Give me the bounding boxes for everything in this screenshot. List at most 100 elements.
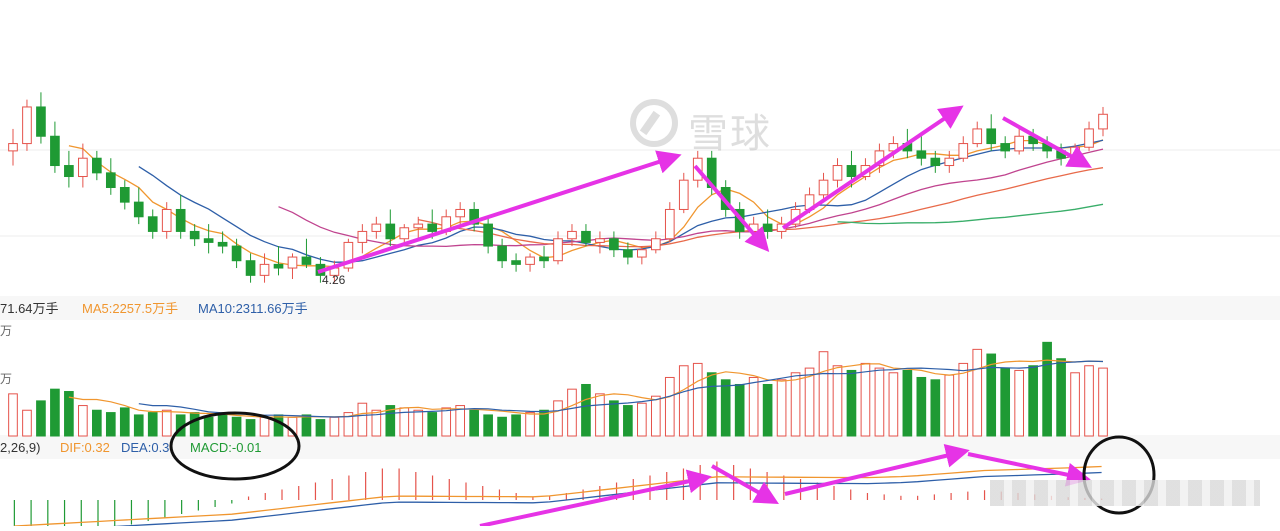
volume-bar <box>511 414 521 437</box>
volume-bar <box>203 416 214 437</box>
candle-body <box>343 241 354 269</box>
volume-bar <box>64 391 74 437</box>
trend-arrow <box>784 444 970 496</box>
volume-bar <box>972 348 983 437</box>
volume-bar <box>119 407 130 437</box>
xueqiu-watermark: 雪球 <box>626 95 796 157</box>
candle-body <box>64 165 74 178</box>
volume-bar <box>748 376 759 437</box>
highlight-circles <box>169 411 1156 515</box>
candlesticks <box>8 92 1108 283</box>
candle-body <box>175 208 186 232</box>
volume-bar <box>441 407 452 437</box>
trend-arrow <box>479 469 712 528</box>
candle-body <box>609 238 619 251</box>
trend-arrow <box>967 452 1091 487</box>
candle-body <box>8 143 18 152</box>
candle-body <box>1000 143 1011 152</box>
volume-bars <box>8 341 1108 437</box>
candle-body <box>427 223 438 232</box>
candle-body <box>958 143 969 159</box>
volume-bar <box>1028 365 1038 437</box>
volume-bar <box>986 353 997 437</box>
volume-bar <box>385 405 396 437</box>
volume-bar <box>147 412 158 437</box>
volume-bar <box>413 409 424 437</box>
volume-bar <box>133 414 144 437</box>
candle-body <box>301 256 312 265</box>
candle-body <box>119 187 130 203</box>
volume-bar <box>567 388 577 437</box>
volume-bar <box>301 414 312 437</box>
candle-body <box>92 157 102 174</box>
volume-bar <box>78 405 88 437</box>
low-price-label: 4.26 <box>322 273 346 287</box>
volume-ma5: MA5:2257.5万手 <box>82 301 179 316</box>
candle-body <box>930 157 941 167</box>
candle-body <box>986 128 997 145</box>
xueqiu-logo-icon <box>630 99 678 147</box>
end-highlight-circle <box>1082 435 1156 515</box>
volume-bar <box>623 405 633 437</box>
volume-bar <box>595 393 605 437</box>
volume-bar <box>539 409 549 437</box>
candle-body <box>595 238 605 243</box>
volume-bar <box>343 412 354 437</box>
candle-body <box>50 135 60 167</box>
volume-bar <box>259 416 270 437</box>
volume-bar <box>874 367 885 437</box>
volume-bar <box>581 383 591 437</box>
volume-bar <box>8 393 18 437</box>
dif-line <box>14 465 1102 527</box>
trend-arrow <box>711 464 779 504</box>
trend-arrow <box>1002 116 1092 168</box>
volume-value: 71.64万手 <box>0 301 59 316</box>
volume-bar <box>315 419 326 437</box>
candle-body <box>818 179 829 196</box>
volume-bar <box>105 412 116 437</box>
ma20-line <box>278 148 1104 248</box>
grid-lines <box>0 149 1280 459</box>
candle-body <box>846 165 857 178</box>
volume-bar <box>50 388 60 437</box>
volume-bar <box>161 409 172 437</box>
volume-bar <box>804 367 815 437</box>
candle-body <box>357 230 368 243</box>
volume-bar <box>357 402 368 437</box>
trend-arrows <box>317 105 1092 528</box>
candle-body <box>22 106 32 145</box>
volume-bar <box>371 409 382 437</box>
volume-bar <box>706 372 717 437</box>
macd-label-row: 2,26,9) DIF:0.32 DEA:0.3 MACD:-0.01 <box>0 437 1280 459</box>
candle-body <box>916 150 927 159</box>
candle-body <box>36 106 46 137</box>
candle-body <box>231 245 242 262</box>
volume-ma-lines <box>68 359 1104 418</box>
candle-body <box>1098 113 1108 130</box>
volume-bar <box>245 419 256 437</box>
candle-body <box>469 208 479 225</box>
ma10-line <box>138 139 1104 263</box>
candle-body <box>273 263 284 269</box>
candle-body <box>385 223 396 240</box>
macd-value: MACD:-0.01 <box>190 440 262 455</box>
candle-body <box>539 256 549 262</box>
price-ma-lines <box>68 139 1104 268</box>
volume-bar <box>1070 372 1080 437</box>
candle-body <box>105 172 116 189</box>
macd-dea: DEA:0.3 <box>121 440 170 455</box>
candle-body <box>245 260 256 276</box>
trend-arrow <box>317 150 682 274</box>
volume-bar <box>650 395 661 437</box>
candle-body <box>1084 128 1094 148</box>
volume-bar <box>36 400 46 437</box>
volume-bar <box>664 376 675 437</box>
candle-body <box>161 208 172 232</box>
volume-bar <box>902 369 913 437</box>
volume-axis-mid: 万 <box>0 368 1280 390</box>
candle-body <box>567 230 577 240</box>
volume-axis-top-label: 万 <box>0 324 13 338</box>
candle-body <box>762 223 773 232</box>
